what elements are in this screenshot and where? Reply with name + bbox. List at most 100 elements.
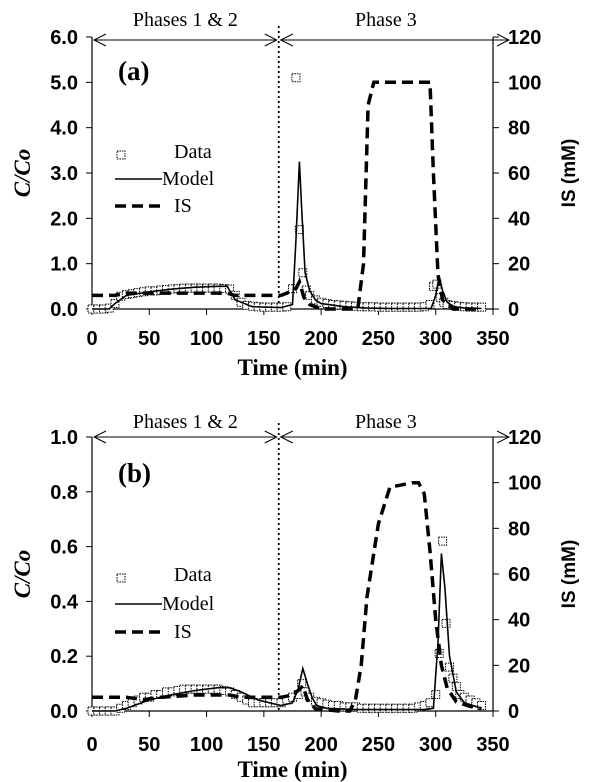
y-left-tick-label: 0.4 [50,591,79,613]
legend-marker-data [116,573,126,583]
data-point [379,703,389,713]
data-point [298,268,308,278]
y-left-tick-label: 6.0 [50,27,78,49]
data-point [414,702,424,712]
y-left-tick-label: 5.0 [50,72,78,94]
x-tick-label: 0 [86,734,97,756]
data-point [396,703,406,713]
phase-label-1-2: Phases 1 & 2 [133,411,238,433]
data-point [465,302,475,312]
panel-b: 0 50 100 150 200 250 300 350 0.0 0.2 0.4 0.6 0.8 1.0 0… [10,411,580,782]
panel-label: (a) [118,56,149,86]
data-point [385,703,395,713]
x-tick-label: 100 [190,734,223,756]
data-point [414,302,424,312]
y-left-tick-label: 2.0 [50,208,78,230]
data-point [441,618,451,628]
x-tick-label: 0 [86,328,97,350]
data-point [391,703,401,713]
data-point [316,297,326,307]
legend-label-is: IS [174,621,192,643]
x-axis-title: Time (min) [237,355,347,380]
y-left-tick-label: 0.8 [50,482,78,504]
data-point [391,302,401,312]
data-point [444,662,454,672]
data-point [291,73,301,83]
y-left-tick-label: 0.0 [50,701,78,723]
data-point [116,703,126,713]
data-point [408,302,418,312]
data-point [431,690,441,700]
data-point [213,684,223,694]
data-point [438,536,448,546]
y-right-tick-label: 100 [508,72,541,94]
y-right-tick-label: 120 [508,427,541,449]
data-point [339,702,349,712]
arrowhead [92,33,107,47]
data-point [351,301,361,311]
x-tick-label: 250 [362,734,395,756]
data-point [219,685,229,695]
data-point [219,284,229,294]
data-point [294,225,304,235]
y-axis-title-right: IS (mM) [559,139,580,208]
y-left-tick-label: 0.0 [50,299,78,321]
data-point [310,696,320,706]
data-point [419,302,429,312]
x-tick-label: 200 [304,328,337,350]
data-point [385,302,395,312]
arrowhead [496,33,511,47]
y-left-tick-label: 1.0 [50,427,78,449]
x-tick-label: 100 [190,328,223,350]
data-point [379,302,389,312]
y-right-tick-label: 60 [508,564,530,586]
data-point [167,687,177,697]
legend-marker-data [116,150,126,160]
legend-label-is: IS [174,195,192,217]
y-left-tick-label: 0.6 [50,537,78,559]
data-point [459,302,469,312]
y-axis-title-left: C/Co [10,550,35,599]
panel-a: 0 50 100 150 200 250 300 3500.01.02.03.04.05.06… [10,9,580,380]
y-right-tick-label: 100 [508,473,541,495]
y-right-tick-label: 60 [508,163,530,185]
model-series-line [92,553,482,712]
phase-label-3: Phase 3 [355,9,417,31]
data-point [471,302,481,312]
y-right-tick-label: 80 [508,118,530,140]
phase-label-1-2: Phases 1 & 2 [133,9,238,31]
data-point [455,690,465,700]
data-point [402,302,412,312]
data-point [242,300,252,310]
data-point [373,302,383,312]
y-right-tick-label: 120 [508,27,541,49]
data-point [477,701,487,711]
y-left-tick-label: 4.0 [50,118,78,140]
data-point [396,302,406,312]
panel-label: (b) [118,458,151,488]
y-right-tick-label: 40 [508,208,530,230]
x-tick-label: 50 [138,734,160,756]
data-point [402,703,412,713]
x-tick-label: 200 [304,734,337,756]
legend-label-model: Model [162,593,215,615]
data-point [202,283,212,293]
data-point [425,698,435,708]
y-left-tick-label: 3.0 [50,163,78,185]
x-tick-label: 50 [138,328,160,350]
y-right-tick-label: 20 [508,254,530,276]
data-point [356,703,366,713]
arrowhead [279,33,293,47]
is-series-line [92,80,482,311]
data-point [362,703,372,713]
x-tick-label: 350 [476,734,509,756]
arrowhead [496,430,511,444]
legend-label-model: Model [162,168,215,190]
x-tick-label: 300 [419,328,452,350]
is-series-line [92,480,482,713]
data-point [408,703,418,713]
data-point [362,302,372,312]
y-right-tick-label: 0 [508,701,519,723]
data-point [121,701,131,711]
